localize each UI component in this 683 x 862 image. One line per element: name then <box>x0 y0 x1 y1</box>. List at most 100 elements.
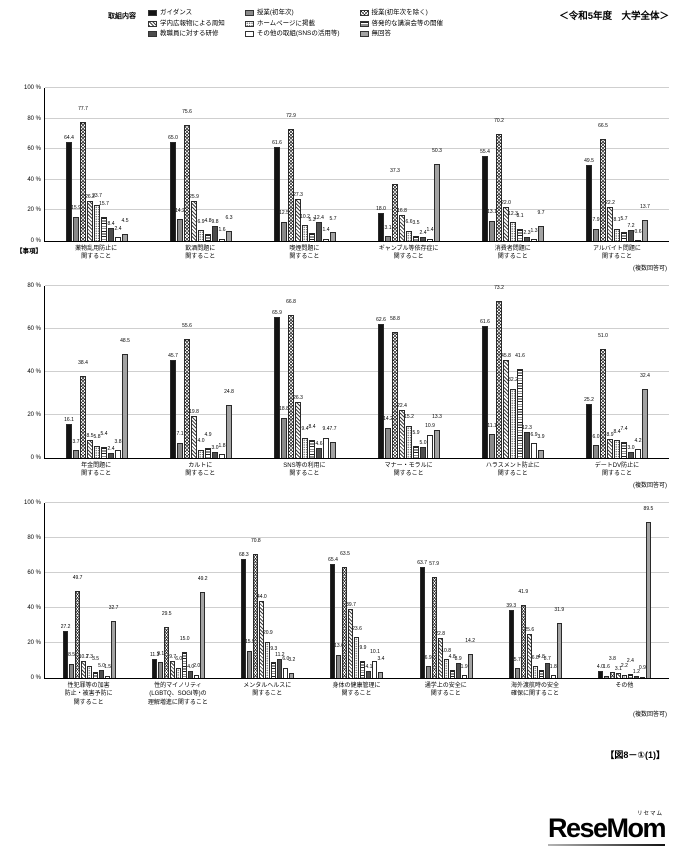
bar <box>108 453 114 459</box>
y-axis-tick-label: 60 % <box>27 326 41 333</box>
bar <box>538 226 544 241</box>
bar-value-label: 22.0 <box>501 200 511 207</box>
bar-value-label: 66.8 <box>286 298 296 305</box>
bar-value-label: 12.4 <box>314 215 324 222</box>
bar <box>323 238 329 241</box>
bar-value-label: 7.9 <box>592 217 600 224</box>
bar-value-label: 9.7 <box>537 210 545 217</box>
legend-swatch-7 <box>244 31 254 38</box>
bar <box>81 660 87 679</box>
bar-wrap: 3.1 <box>615 666 622 679</box>
bar <box>508 609 514 679</box>
bar <box>385 236 391 241</box>
category-label: SNS等の利用に 関すること <box>283 463 326 478</box>
bar <box>80 122 86 241</box>
bar <box>639 676 645 679</box>
bar-value-label: 24.8 <box>224 388 234 395</box>
bar-value-label: 10.2 <box>300 213 310 220</box>
bar-group: 39.3 5.7 41.9 25.6 6.8 4.8 8.7 1.8 31.9 <box>491 503 580 679</box>
bar-value-label: 14.2 <box>383 416 393 423</box>
bar-wrap: 14.2 <box>383 417 393 459</box>
bar-wrap: 0.6 <box>635 229 641 241</box>
bar <box>101 446 107 459</box>
bar <box>544 663 550 679</box>
bar-value-label: 15.9 <box>71 205 81 212</box>
bar <box>635 449 641 459</box>
bar-value-label: 5.7 <box>620 216 628 223</box>
bar <box>531 239 537 241</box>
bar-wrap: 89.5 <box>644 506 653 679</box>
bar-wrap: 8.5 <box>68 653 75 679</box>
bar-value-label: 1.9 <box>460 663 468 670</box>
bar-value-label: 65.0 <box>168 134 178 141</box>
bar-wrap: 6.9 <box>198 219 204 241</box>
bar-wrap: 45.8 <box>501 353 511 459</box>
bar-value-label: 19.8 <box>189 408 199 415</box>
bar <box>323 437 329 459</box>
bar-group: 61.6 11.1 73.2 45.8 32.2 41.6 12.3 6.9 3.9 <box>461 284 565 459</box>
bar-wrap: 12.5 <box>279 211 289 241</box>
figure-caption: 【図8－①(1)】 <box>605 749 665 760</box>
gridline <box>45 209 669 211</box>
bar-group: 65.9 18.8 66.8 26.3 9.4 8.4 4.6 9.4 7.7 <box>253 286 357 459</box>
gridline <box>45 117 669 119</box>
bar <box>503 207 509 241</box>
bar-value-label: 3.4 <box>377 656 385 663</box>
legend-swatch-4 <box>244 20 254 27</box>
category-label: カルトに 関すること <box>185 463 216 478</box>
bar <box>420 447 426 459</box>
bar-value-label: 9.4 <box>301 426 309 433</box>
axis-note: 【事項】 <box>16 248 42 255</box>
bar-value-label: 73.2 <box>494 284 504 291</box>
bar-wrap: 19.8 <box>189 409 199 459</box>
bar-wrap: 4.6 <box>316 442 322 459</box>
bar <box>241 558 247 679</box>
bar <box>295 199 301 241</box>
bar-value-label: 22.4 <box>397 403 407 410</box>
bar <box>360 661 366 679</box>
bar-wrap: 3.0 <box>212 445 218 459</box>
bar-value-label: 44.0 <box>256 594 267 601</box>
y-axis-tick-label: 20 % <box>27 640 41 647</box>
bar-wrap: 77.7 <box>78 107 88 241</box>
legend-item-label: 授業(初年次) <box>256 9 294 16</box>
bar-wrap: 4.8 <box>538 654 545 679</box>
bar-wrap: 14.2 <box>175 208 185 241</box>
bar-wrap: 32.2 <box>508 378 518 459</box>
bar-wrap: 48.5 <box>120 338 130 459</box>
y-axis-tick-label: 80 % <box>27 535 41 542</box>
category-label: 消費者問題に 関すること <box>494 246 531 261</box>
bar-wrap: 3.5 <box>413 220 419 241</box>
bar-wrap: 8.9 <box>607 433 613 459</box>
bar <box>66 142 72 241</box>
bar <box>455 662 461 679</box>
bar <box>295 401 301 459</box>
bar-wrap: 3.5 <box>92 657 99 679</box>
bar-value-label: 27.2 <box>60 623 71 630</box>
bar-wrap: 11.3 <box>150 652 159 679</box>
legend-swatch-8 <box>359 31 369 38</box>
bar-wrap: 70.8 <box>251 539 261 679</box>
gridline <box>45 87 669 88</box>
gridline <box>45 537 669 539</box>
bar-value-label: 49.7 <box>72 575 83 582</box>
bar <box>289 672 295 679</box>
bar <box>496 300 502 459</box>
bar-wrap: 25.9 <box>189 195 199 241</box>
bar-value-label: 10.1 <box>370 649 380 656</box>
bar-wrap: 12.3 <box>508 211 518 241</box>
bar-value-label: 12.3 <box>522 424 532 431</box>
gridline <box>45 178 669 180</box>
plot-area: 0 % 20 % 40 % 60 % 80 % 100 % 27.2 8.5 49.7 10.2 7… <box>24 500 669 681</box>
bar <box>316 448 322 459</box>
bar-wrap: 62.6 <box>376 317 386 459</box>
bar <box>176 667 182 679</box>
legend-item-label: 学内広報物による周知 <box>160 19 225 27</box>
bar <box>288 314 294 459</box>
bar-wrap: 15.0 <box>180 637 190 679</box>
bar <box>164 626 170 679</box>
bar <box>87 200 93 241</box>
bar-value-label: 5.9 <box>412 429 420 436</box>
bar-wrap: 8.4 <box>108 222 114 241</box>
bar-value-label: 4.1 <box>365 664 373 671</box>
